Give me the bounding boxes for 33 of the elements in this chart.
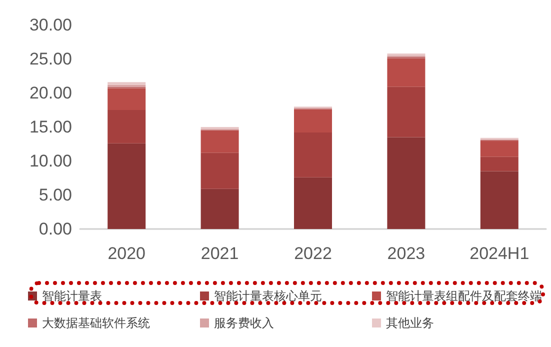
y-tick-label: 20.00 xyxy=(29,84,72,102)
y-tick-label: 5.00 xyxy=(38,186,72,204)
x-tick-label: 2020 xyxy=(108,244,146,263)
y-tick-label: 15.00 xyxy=(29,118,72,136)
legend-label: 智能计量表核心单元 xyxy=(214,289,322,303)
bar xyxy=(294,109,332,132)
bar xyxy=(480,140,518,157)
bar xyxy=(480,156,518,172)
bar xyxy=(200,130,239,153)
bar xyxy=(387,137,426,229)
bar xyxy=(200,188,239,229)
x-tick-label: 2021 xyxy=(200,244,239,263)
bar xyxy=(200,152,239,189)
x-tick-label: 2024H1 xyxy=(470,244,530,263)
bar xyxy=(387,86,426,138)
bar xyxy=(294,177,332,229)
bar xyxy=(108,110,146,144)
bar xyxy=(387,58,426,87)
bar xyxy=(480,171,518,229)
x-tick-label: 2023 xyxy=(387,244,426,263)
y-tick-label: 0.00 xyxy=(38,220,72,238)
bar xyxy=(294,132,332,178)
y-tick-label: 25.00 xyxy=(29,50,72,68)
legend-label: 其他业务 xyxy=(386,316,434,330)
y-tick-label: 30.00 xyxy=(29,16,72,34)
legend-label: 智能计量表 xyxy=(42,289,102,303)
legend-label: 大数据基础软件系统 xyxy=(42,316,150,330)
y-tick-label: 10.00 xyxy=(29,152,72,170)
legend-label: 服务费收入 xyxy=(214,316,274,330)
bar xyxy=(108,82,146,85)
x-tick-label: 2022 xyxy=(294,244,332,263)
bar xyxy=(108,88,146,110)
bar xyxy=(108,143,146,229)
